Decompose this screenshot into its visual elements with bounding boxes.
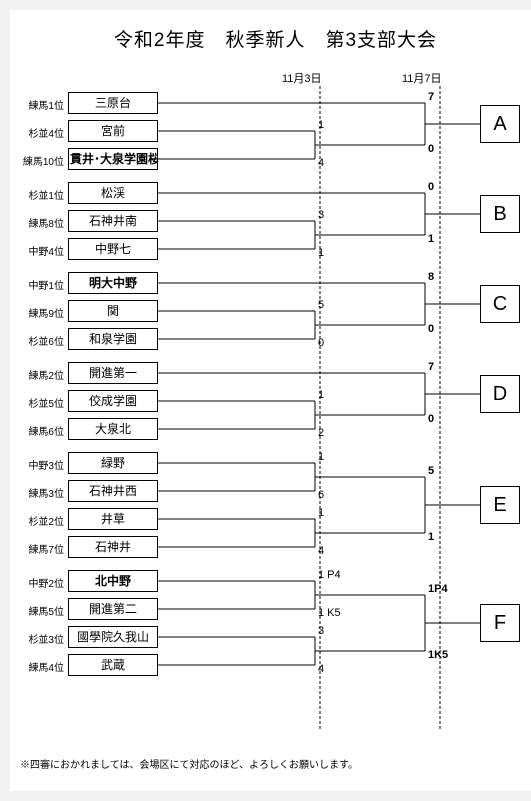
team-box: 開進第二 (68, 598, 158, 620)
score: 4 (318, 663, 324, 675)
seed-label: 杉並1位 (20, 187, 64, 202)
score: 1P4 (428, 583, 448, 595)
team-box: 開進第一 (68, 362, 158, 384)
score: 2 (318, 427, 324, 439)
team-box: 貫井･大泉学園桜 (68, 148, 158, 170)
seed-label: 中野1位 (20, 277, 64, 292)
seed-label: 中野2位 (20, 575, 64, 590)
team-box: 関 (68, 300, 158, 322)
score: 1 K5 (318, 607, 341, 619)
footnote: ※四審におかれましては、会場区にて対応のほど、よろしくお願いします。 (20, 756, 531, 771)
seed-label: 杉並3位 (20, 631, 64, 646)
score: 8 (428, 271, 434, 283)
score: 1 (318, 247, 324, 259)
team-box: 北中野 (68, 570, 158, 592)
seed-label: 練馬1位 (20, 97, 64, 112)
seed-label: 練馬3位 (20, 485, 64, 500)
score: 0 (428, 181, 434, 193)
group-box: D (480, 375, 520, 413)
page-title: 令和2年度 秋季新人 第3支部大会 (20, 25, 531, 52)
seed-label: 杉並4位 (20, 125, 64, 140)
team-box: 宮前 (68, 120, 158, 142)
score: 7 (428, 91, 434, 103)
seed-label: 練馬6位 (20, 423, 64, 438)
score: 4 (318, 545, 324, 557)
score: 1 (318, 119, 324, 131)
score: 1 P4 (318, 569, 341, 581)
team-box: 松渓 (68, 182, 158, 204)
seed-label: 練馬2位 (20, 367, 64, 382)
score: 0 (318, 337, 324, 349)
score: 5 (318, 299, 324, 311)
seed-label: 中野3位 (20, 457, 64, 472)
seed-label: 練馬8位 (20, 215, 64, 230)
team-box: 佼成学園 (68, 390, 158, 412)
score: 3 (318, 625, 324, 637)
seed-label: 練馬4位 (20, 659, 64, 674)
score: 0 (428, 413, 434, 425)
seed-label: 杉並2位 (20, 513, 64, 528)
seed-label: 練馬9位 (20, 305, 64, 320)
bracket: 11月3日11月7日練馬1位三原台杉並4位宮前練馬10位貫井･大泉学園桜1470… (20, 70, 531, 750)
team-box: 緑野 (68, 452, 158, 474)
seed-label: 杉並5位 (20, 395, 64, 410)
group-box: A (480, 105, 520, 143)
team-box: 武蔵 (68, 654, 158, 676)
seed-label: 練馬5位 (20, 603, 64, 618)
team-box: 井草 (68, 508, 158, 530)
seed-label: 練馬10位 (20, 153, 64, 168)
group-box: E (480, 486, 520, 524)
team-box: 石神井西 (68, 480, 158, 502)
score: 1 (318, 507, 324, 519)
score: 6 (318, 489, 324, 501)
team-box: 和泉学園 (68, 328, 158, 350)
seed-label: 杉並6位 (20, 333, 64, 348)
score: 1 (428, 531, 434, 543)
team-box: 三原台 (68, 92, 158, 114)
seed-label: 練馬7位 (20, 541, 64, 556)
team-box: 國學院久我山 (68, 626, 158, 648)
score: 5 (428, 465, 434, 477)
score: 0 (428, 143, 434, 155)
team-box: 石神井南 (68, 210, 158, 232)
date-round1: 11月3日 (282, 70, 322, 86)
group-box: C (480, 285, 520, 323)
group-box: F (480, 604, 520, 642)
score: 1 (318, 389, 324, 401)
team-box: 中野七 (68, 238, 158, 260)
score: 0 (428, 323, 434, 335)
score: 7 (428, 361, 434, 373)
team-box: 大泉北 (68, 418, 158, 440)
team-box: 明大中野 (68, 272, 158, 294)
score: 1 (318, 451, 324, 463)
date-round2: 11月7日 (402, 70, 442, 86)
score: 3 (318, 209, 324, 221)
team-box: 石神井 (68, 536, 158, 558)
group-box: B (480, 195, 520, 233)
score: 4 (318, 157, 324, 169)
score: 1K5 (428, 649, 448, 661)
seed-label: 中野4位 (20, 243, 64, 258)
score: 1 (428, 233, 434, 245)
